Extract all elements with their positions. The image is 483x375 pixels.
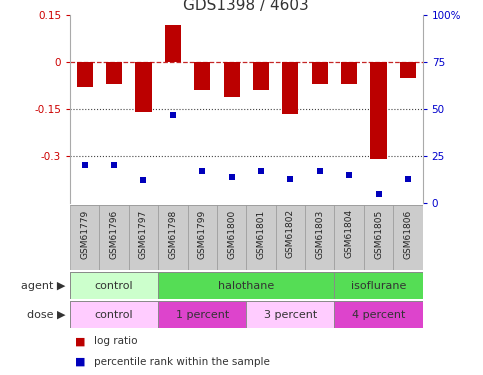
- Text: control: control: [95, 281, 133, 291]
- Text: GSM61806: GSM61806: [403, 209, 412, 259]
- Text: isoflurane: isoflurane: [351, 281, 406, 291]
- Bar: [106, 62, 122, 84]
- Bar: [334, 205, 364, 270]
- Text: 1 percent: 1 percent: [176, 310, 229, 320]
- Point: [110, 162, 118, 168]
- Text: ■: ■: [75, 357, 85, 367]
- Text: GSM61799: GSM61799: [198, 209, 207, 259]
- Point: [375, 190, 383, 196]
- Text: GSM61803: GSM61803: [315, 209, 324, 259]
- Point: [404, 176, 412, 181]
- Point: [345, 172, 353, 178]
- Point: [316, 168, 324, 174]
- Bar: [246, 301, 335, 328]
- Bar: [187, 205, 217, 270]
- Point: [228, 174, 236, 180]
- Text: GSM61796: GSM61796: [110, 209, 119, 259]
- Text: log ratio: log ratio: [94, 336, 138, 346]
- Text: GSM61804: GSM61804: [345, 209, 354, 258]
- Bar: [158, 272, 335, 299]
- Bar: [246, 205, 276, 270]
- Text: ■: ■: [75, 336, 85, 346]
- Bar: [370, 62, 386, 159]
- Point: [199, 168, 206, 174]
- Text: 4 percent: 4 percent: [352, 310, 405, 320]
- Text: GDS1398 / 4603: GDS1398 / 4603: [184, 0, 309, 13]
- Bar: [253, 62, 269, 90]
- Point: [140, 177, 147, 183]
- Bar: [341, 62, 357, 84]
- Bar: [224, 62, 240, 97]
- Bar: [135, 62, 152, 112]
- Bar: [129, 205, 158, 270]
- Bar: [305, 205, 335, 270]
- Bar: [70, 272, 158, 299]
- Point: [257, 168, 265, 174]
- Point: [286, 176, 294, 181]
- Bar: [194, 62, 210, 90]
- Bar: [393, 205, 423, 270]
- Text: dose ▶: dose ▶: [27, 310, 65, 320]
- Bar: [283, 62, 298, 114]
- Bar: [276, 205, 305, 270]
- Point: [81, 162, 88, 168]
- Bar: [334, 301, 423, 328]
- Text: agent ▶: agent ▶: [21, 281, 65, 291]
- Text: GSM61797: GSM61797: [139, 209, 148, 259]
- Bar: [99, 205, 129, 270]
- Bar: [312, 62, 328, 84]
- Text: GSM61805: GSM61805: [374, 209, 383, 259]
- Bar: [77, 62, 93, 87]
- Bar: [158, 205, 187, 270]
- Text: GSM61800: GSM61800: [227, 209, 236, 259]
- Bar: [364, 205, 393, 270]
- Text: GSM61801: GSM61801: [256, 209, 266, 259]
- Text: control: control: [95, 310, 133, 320]
- Bar: [70, 301, 158, 328]
- Text: GSM61779: GSM61779: [80, 209, 89, 259]
- Text: GSM61802: GSM61802: [286, 209, 295, 258]
- Text: halothane: halothane: [218, 281, 274, 291]
- Bar: [334, 272, 423, 299]
- Text: 3 percent: 3 percent: [264, 310, 317, 320]
- Text: percentile rank within the sample: percentile rank within the sample: [94, 357, 270, 367]
- Bar: [217, 205, 246, 270]
- Text: GSM61798: GSM61798: [169, 209, 177, 259]
- Bar: [158, 301, 246, 328]
- Bar: [165, 25, 181, 62]
- Point: [169, 112, 177, 118]
- Bar: [400, 62, 416, 78]
- Bar: [70, 205, 99, 270]
